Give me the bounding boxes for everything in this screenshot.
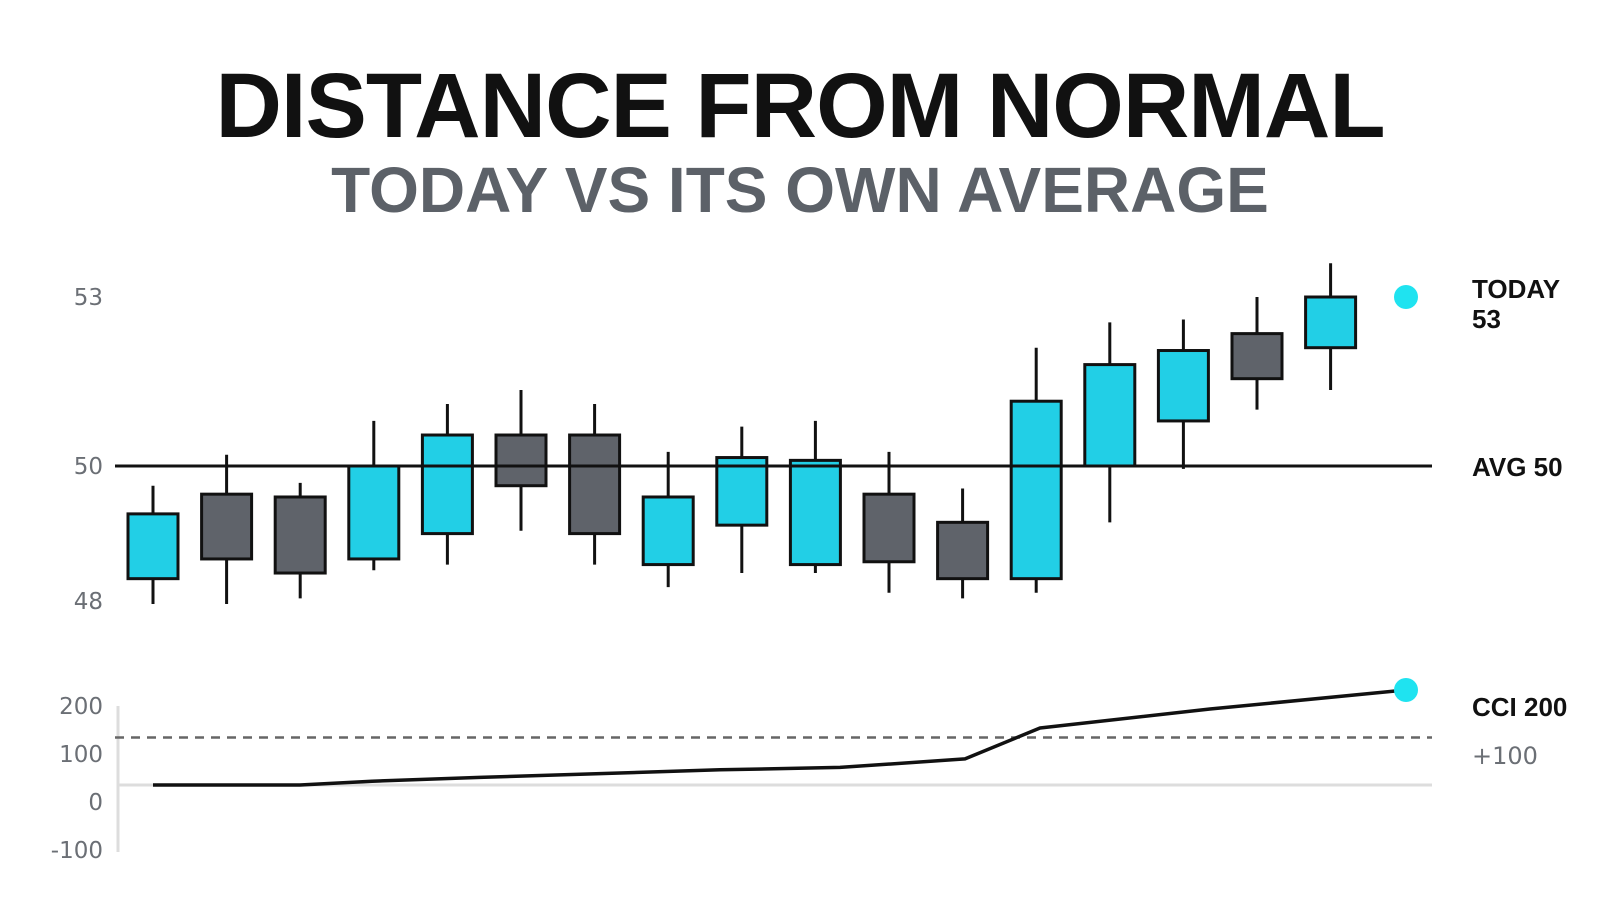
cci-ytick-200: 200 (59, 694, 103, 720)
cci-series-line (153, 688, 1407, 787)
candle-body (1156, 349, 1210, 423)
candle-body (1230, 332, 1284, 381)
candle-body (641, 495, 695, 567)
price-ytick-50: 50 (74, 454, 103, 480)
candle-body (862, 492, 916, 564)
candle-body (788, 458, 842, 567)
average-label: AVG 50 (1472, 452, 1563, 482)
price-ytick-53: 53 (74, 285, 103, 311)
today-marker (1394, 285, 1418, 309)
cci-threshold-label: +100 (1472, 742, 1538, 770)
candle-body (1304, 295, 1358, 350)
candle-body (936, 520, 990, 581)
cci-ytick-100: 100 (59, 742, 103, 768)
candle-body (1083, 363, 1137, 468)
candle-body (494, 433, 548, 488)
candle-body (200, 492, 254, 561)
candle-body (126, 512, 180, 581)
candle-body (1009, 399, 1063, 581)
price-panel: 53 50 48 AVG 50 TODAY 53 (74, 263, 1563, 615)
cci-ytick-0: 0 (88, 790, 103, 816)
today-label: TODAY (1472, 274, 1560, 304)
candle-body (273, 495, 327, 575)
candles-group (126, 263, 1358, 605)
candle-body (420, 433, 474, 536)
cci-ytick-minus100: -100 (51, 838, 103, 864)
cci-panel: 200 100 0 -100 CCI 200 +100 (51, 678, 1567, 864)
cci-end-marker (1394, 678, 1418, 702)
cci-end-label: CCI 200 (1472, 692, 1567, 722)
candle-body (347, 464, 401, 561)
price-ytick-48: 48 (74, 589, 103, 615)
candle-body (715, 456, 769, 527)
today-value-label: 53 (1472, 304, 1501, 334)
candle-body (568, 433, 622, 536)
chart-subtitle: TODAY VS ITS OWN AVERAGE (331, 154, 1269, 226)
chart-title: DISTANCE FROM NORMAL (215, 55, 1385, 157)
